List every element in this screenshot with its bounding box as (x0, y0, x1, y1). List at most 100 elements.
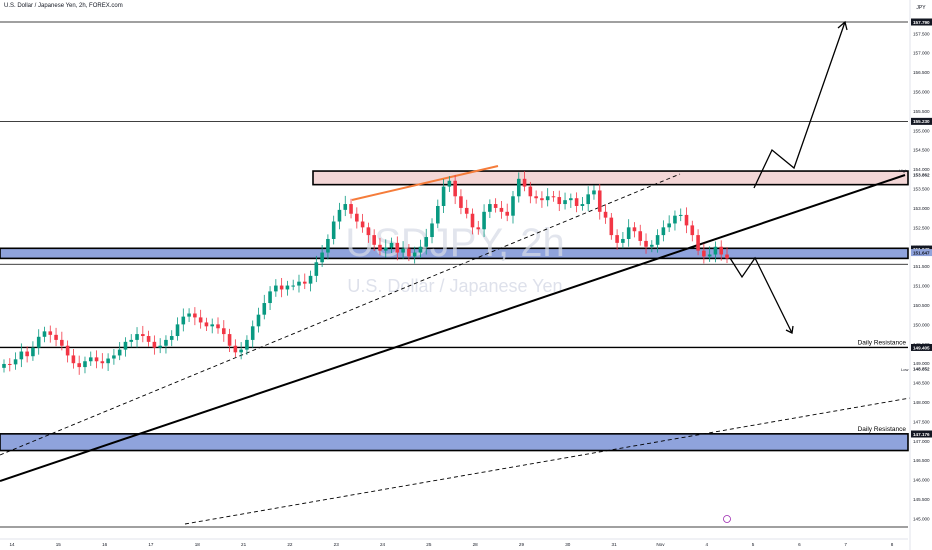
bullish-projection-path[interactable] (753, 21, 846, 189)
candle[interactable] (239, 342, 243, 360)
candle[interactable] (702, 243, 706, 264)
candle[interactable] (83, 356, 87, 374)
candle[interactable] (453, 174, 457, 205)
candle[interactable] (516, 172, 521, 203)
candle[interactable] (482, 204, 486, 238)
candle[interactable] (54, 327, 58, 347)
candle[interactable] (436, 199, 440, 229)
candle[interactable] (592, 185, 596, 200)
candle[interactable] (476, 220, 481, 235)
candle[interactable] (262, 294, 267, 320)
candle[interactable] (412, 246, 417, 264)
candle[interactable] (673, 210, 677, 231)
candle[interactable] (430, 218, 434, 244)
candle[interactable] (655, 229, 660, 253)
candle[interactable] (291, 279, 295, 291)
candle[interactable] (696, 229, 700, 256)
candle[interactable] (545, 188, 550, 207)
candle[interactable] (100, 353, 105, 369)
candle[interactable] (193, 307, 197, 326)
dashed-trendline-upper[interactable] (0, 173, 681, 456)
candle[interactable] (505, 203, 510, 222)
candle[interactable] (71, 349, 76, 369)
candle[interactable] (210, 318, 215, 334)
candle[interactable] (615, 229, 619, 250)
candle[interactable] (366, 222, 371, 243)
candle[interactable] (285, 280, 290, 296)
candle[interactable] (331, 215, 336, 245)
candle[interactable] (198, 309, 203, 329)
dashed-trendline-lower[interactable] (184, 397, 911, 525)
candle[interactable] (707, 246, 712, 262)
candle[interactable] (569, 193, 573, 208)
lower-zone[interactable] (0, 433, 909, 452)
candle[interactable] (314, 255, 319, 283)
candle[interactable] (684, 207, 689, 234)
candle[interactable] (326, 234, 330, 260)
candle[interactable] (129, 334, 134, 348)
candle[interactable] (355, 207, 359, 229)
candle[interactable] (256, 307, 261, 333)
orange-trendline[interactable] (351, 165, 499, 201)
candle[interactable] (302, 273, 307, 290)
event-marker-icon[interactable] (723, 515, 731, 523)
candle[interactable] (650, 240, 654, 253)
main-trendline[interactable] (0, 174, 906, 482)
candle[interactable] (621, 231, 625, 249)
candle[interactable] (349, 198, 353, 219)
candle[interactable] (216, 317, 220, 334)
candle[interactable] (603, 204, 608, 224)
candle[interactable] (389, 237, 394, 253)
candle[interactable] (447, 176, 452, 193)
candle[interactable] (13, 352, 18, 370)
candle[interactable] (221, 320, 226, 342)
candle[interactable] (106, 353, 110, 371)
candle[interactable] (117, 342, 122, 361)
candle[interactable] (563, 192, 567, 210)
candle[interactable] (245, 335, 249, 356)
candle[interactable] (488, 199, 492, 219)
candle[interactable] (25, 346, 29, 363)
candle[interactable] (401, 241, 405, 259)
current-zone[interactable] (0, 247, 909, 260)
candle[interactable] (250, 320, 255, 348)
candle[interactable] (522, 171, 527, 192)
candle[interactable] (511, 191, 515, 224)
candle[interactable] (112, 349, 116, 365)
candle[interactable] (597, 184, 602, 220)
candle[interactable] (135, 327, 139, 348)
candle[interactable] (499, 200, 504, 219)
candle[interactable] (678, 208, 683, 222)
candle[interactable] (690, 220, 695, 242)
candle[interactable] (181, 308, 186, 332)
candle[interactable] (308, 270, 313, 292)
candle[interactable] (60, 331, 64, 351)
candle[interactable] (204, 317, 209, 331)
candle[interactable] (158, 338, 162, 354)
candle[interactable] (638, 224, 643, 246)
candle[interactable] (459, 189, 463, 215)
candle[interactable] (337, 202, 342, 230)
candle[interactable] (378, 237, 382, 256)
candle[interactable] (713, 241, 718, 263)
candle[interactable] (94, 350, 99, 369)
candle[interactable] (534, 190, 538, 204)
candle[interactable] (123, 337, 128, 357)
candle[interactable] (279, 277, 284, 298)
candle[interactable] (320, 244, 324, 267)
candle[interactable] (493, 198, 498, 213)
candle[interactable] (65, 340, 70, 363)
candle[interactable] (557, 190, 562, 212)
candle[interactable] (586, 186, 590, 212)
candle[interactable] (540, 191, 544, 208)
candle[interactable] (274, 279, 278, 297)
candle[interactable] (77, 355, 81, 375)
candle[interactable] (464, 199, 469, 219)
candle[interactable] (626, 219, 631, 247)
candle[interactable] (48, 325, 53, 343)
candle[interactable] (42, 326, 47, 343)
candle[interactable] (372, 229, 376, 252)
candle[interactable] (343, 195, 348, 217)
candle[interactable] (175, 317, 180, 341)
candle[interactable] (424, 228, 429, 255)
